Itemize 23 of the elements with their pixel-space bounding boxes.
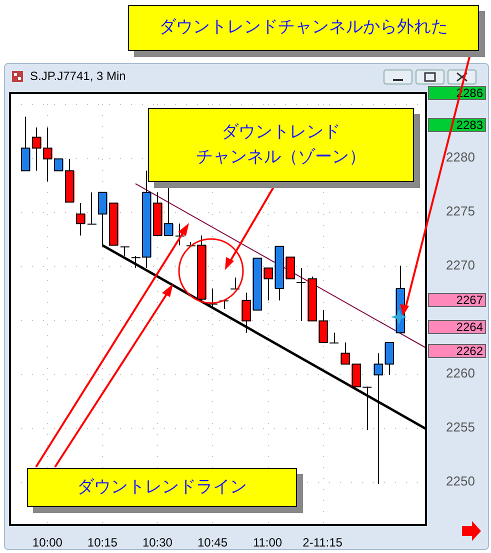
x-tick-label: 10:00 xyxy=(32,536,63,550)
chart-title: S.JP.J7741, 3 Min xyxy=(30,69,126,83)
x-tick-label: 10:45 xyxy=(197,536,228,550)
annotation: ダウントレンド xyxy=(222,120,340,144)
x-tick-label: 10:15 xyxy=(87,536,118,550)
annotation: ダウントレンドライン xyxy=(77,476,247,499)
y-tick-label: 2255 xyxy=(446,419,475,434)
candlestick xyxy=(86,192,97,225)
text: 2264 xyxy=(456,320,484,334)
y-tick-label: 2275 xyxy=(446,203,475,218)
text: 2262 xyxy=(456,344,484,358)
candlestick xyxy=(296,267,306,322)
y-tick-label: 2250 xyxy=(446,473,475,488)
y-tick-label: 2260 xyxy=(446,365,475,380)
candlestick xyxy=(208,288,218,310)
text: 2283 xyxy=(456,118,484,132)
x-tick-label: 11:00 xyxy=(252,536,282,550)
text: 2267 xyxy=(456,292,484,307)
x-tick-label: 10:30 xyxy=(142,536,173,550)
x-tick-label: 2-11:15 xyxy=(302,536,343,550)
y-tick-label: 2280 xyxy=(446,149,475,164)
y-tick-label: 2270 xyxy=(446,257,475,272)
annotation: チャンネル（ゾーン） xyxy=(196,146,366,169)
